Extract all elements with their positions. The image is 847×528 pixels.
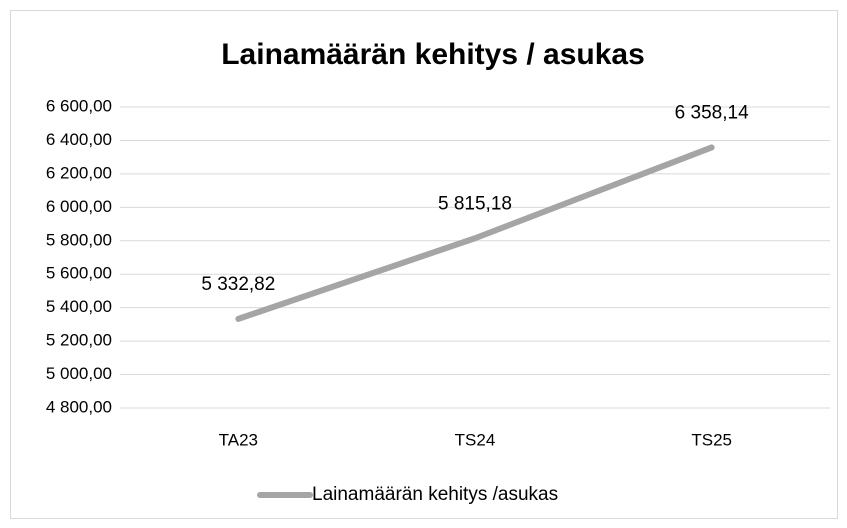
y-tick-label: 5 200,00 <box>46 331 112 350</box>
x-tick-label: TA23 <box>219 430 258 449</box>
legend-label: Lainamäärän kehitys /asukas <box>312 484 558 505</box>
chart-border <box>10 10 838 519</box>
y-tick-label: 6 200,00 <box>46 163 112 182</box>
y-tick-label: 6 000,00 <box>46 197 112 216</box>
y-tick-label: 5 600,00 <box>46 264 112 283</box>
y-tick-label: 5 000,00 <box>46 364 112 383</box>
y-tick-label: 6 600,00 <box>46 96 112 115</box>
y-tick-label: 4 800,00 <box>46 397 112 416</box>
chart-title: Lainamäärän kehitys / asukas <box>221 38 645 71</box>
y-tick-label: 5 800,00 <box>46 230 112 249</box>
x-tick-label: TS24 <box>455 430 496 449</box>
data-label: 6 358,14 <box>675 102 749 123</box>
x-tick-label: TS25 <box>691 430 732 449</box>
line <box>235 144 715 322</box>
y-tick-label: 6 400,00 <box>46 130 112 149</box>
data-label: 5 332,82 <box>201 274 275 295</box>
data-label: 5 815,18 <box>438 193 512 214</box>
y-tick-label: 5 400,00 <box>46 297 112 316</box>
